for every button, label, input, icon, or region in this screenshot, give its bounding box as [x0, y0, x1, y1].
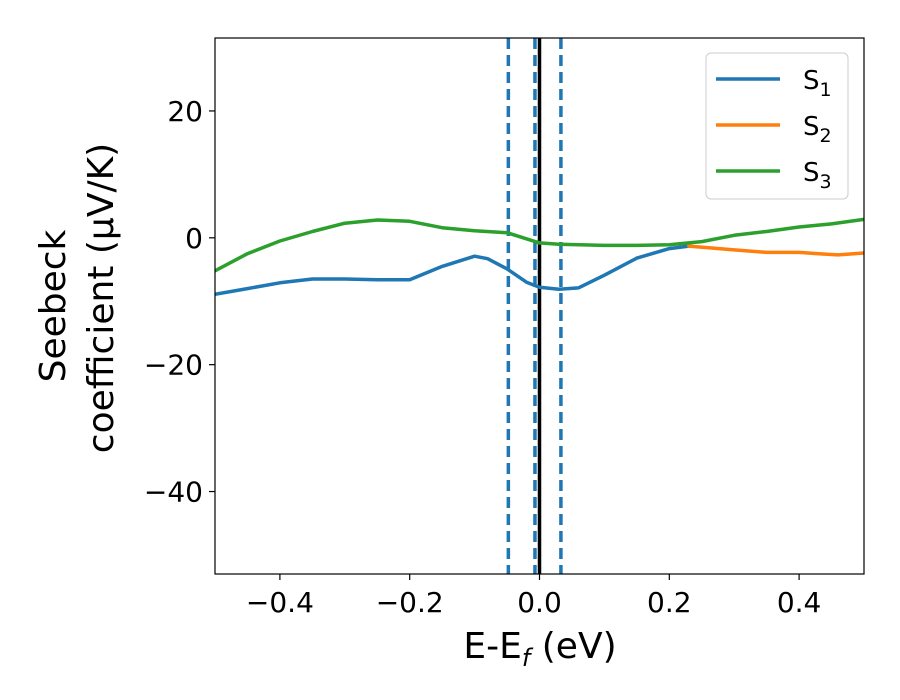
- x-axis-ticks: −0.4 −0.2 0.0 0.2 0.4: [246, 574, 821, 619]
- y-axis-title-line2: coefficient (μV/K): [81, 143, 122, 453]
- series-line-S3: [215, 217, 864, 273]
- series-lines: [215, 217, 864, 297]
- x-tick-label: 0.0: [517, 586, 562, 619]
- vertical-markers: [506, 38, 563, 574]
- series-line-S2: [687, 244, 864, 257]
- x-tick-label: 0.4: [777, 586, 822, 619]
- legend: S1 S2 S3: [705, 52, 849, 200]
- x-axis-title: E-Ef (eV): [463, 626, 616, 672]
- legend-label: S1: [803, 66, 832, 101]
- y-tick-label: 20: [167, 95, 203, 128]
- x-tick-label: 0.2: [647, 586, 692, 619]
- y-axis-title-line1: Seebeck: [33, 229, 74, 382]
- y-tick-label: −40: [144, 476, 203, 509]
- y-tick-label: −20: [144, 349, 203, 382]
- legend-label: S2: [803, 112, 832, 147]
- legend-label: S3: [803, 158, 832, 193]
- series-line-S1: [215, 244, 691, 297]
- x-tick-label: −0.2: [376, 586, 444, 619]
- y-tick-label: 0: [185, 222, 203, 255]
- x-tick-label: −0.4: [246, 586, 314, 619]
- y-axis-ticks: 20 0 −20 −40: [144, 95, 215, 509]
